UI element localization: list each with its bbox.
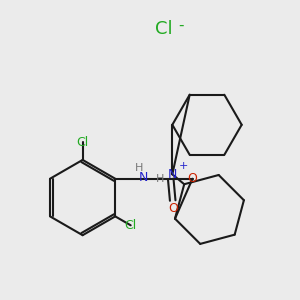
Text: Cl: Cl <box>155 20 172 38</box>
Text: N: N <box>138 171 148 184</box>
Text: H: H <box>156 174 165 184</box>
Text: N: N <box>168 168 177 181</box>
Text: Cl: Cl <box>124 219 137 232</box>
Text: O: O <box>168 202 178 215</box>
Text: H: H <box>135 163 143 173</box>
Text: O: O <box>188 172 197 185</box>
Text: Cl: Cl <box>76 136 89 148</box>
Text: +: + <box>179 161 189 171</box>
Text: -: - <box>179 18 184 33</box>
